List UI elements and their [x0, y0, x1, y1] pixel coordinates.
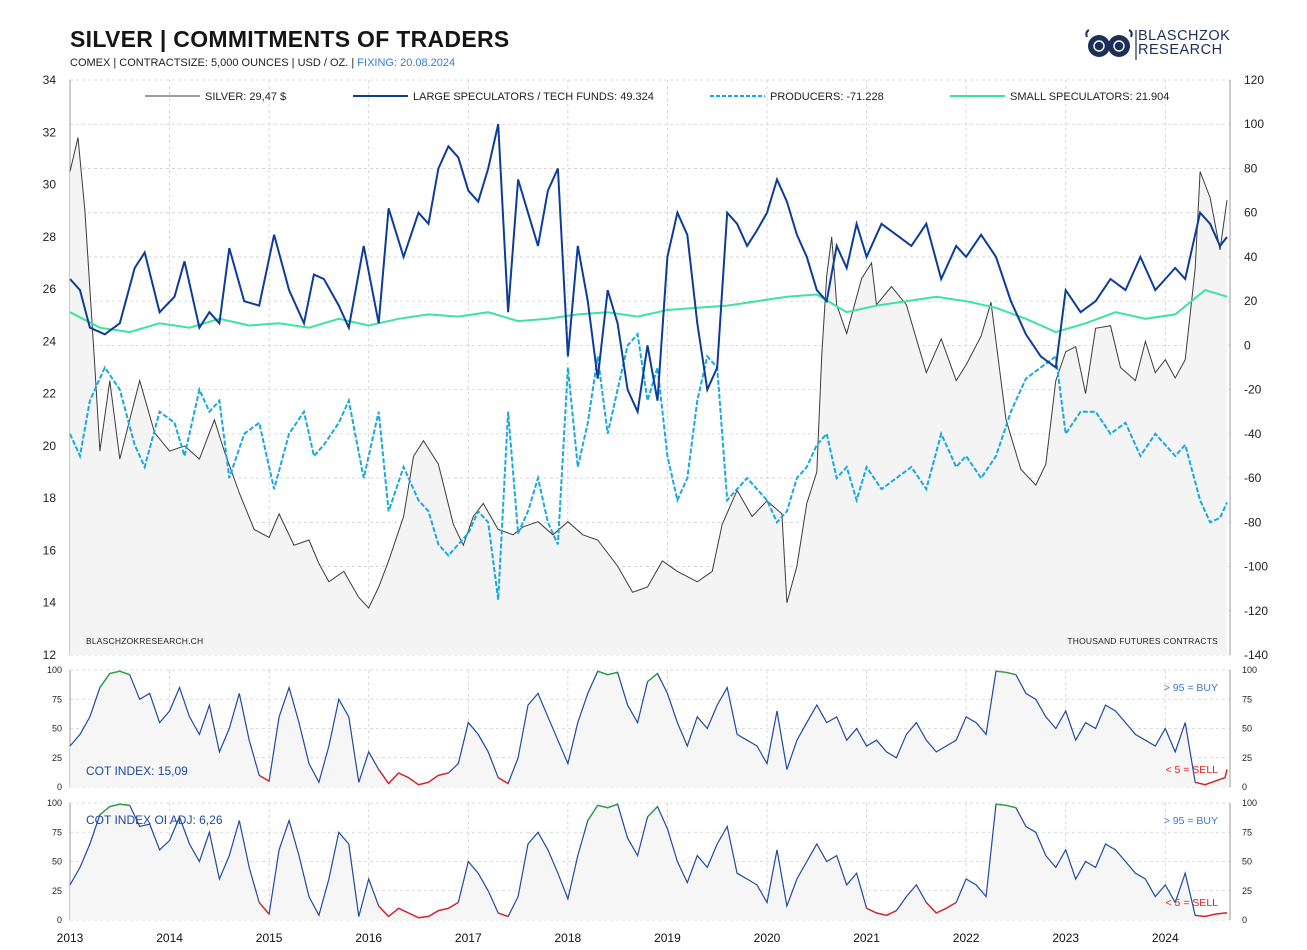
left-tick-label: 24 [43, 334, 57, 348]
sell-threshold-label-1: < 5 = SELL [1165, 764, 1218, 776]
left-tick-label: 20 [43, 439, 57, 453]
cot-index-left-tick: 50 [52, 724, 62, 734]
x-tick-label: 2024 [1152, 931, 1179, 945]
right-tick-label: -20 [1244, 383, 1262, 397]
right-tick-label: -40 [1244, 427, 1262, 441]
x-tick-label: 2014 [156, 931, 183, 945]
cot-index-panel: 100 100 75 75 50 50 25 25 0 0 [47, 665, 1257, 792]
cot-index-left-tick: 75 [52, 694, 62, 704]
left-tick-label: 16 [43, 543, 57, 557]
cot-index-oi-adj-right-tick: 100 [1242, 798, 1257, 808]
legend: SILVER: 29,47 $ LARGE SPECULATORS / TECH… [145, 91, 1169, 103]
x-tick-label: 2023 [1052, 931, 1079, 945]
right-tick-label: 20 [1244, 294, 1258, 308]
cot-index-right-tick: 50 [1242, 724, 1252, 734]
cot-index-oi-adj-left-tick: 25 [52, 886, 62, 896]
cot-index-label: COT INDEX: 15,09 [86, 764, 188, 778]
cot-index-left-tick: 100 [47, 665, 62, 675]
cot-index-oi-adj-area [70, 804, 1227, 920]
right-tick-label: -100 [1244, 560, 1268, 574]
x-tick-label: 2018 [555, 931, 582, 945]
cot-index-oi-adj-right-tick: 25 [1242, 886, 1252, 896]
cot-index-left-tick: 25 [52, 753, 62, 763]
source-note: BLASCHZOKRESEARCH.CH [86, 636, 203, 646]
left-tick-label: 26 [43, 282, 57, 296]
right-tick-label: 80 [1244, 161, 1258, 175]
cot-index-area [70, 671, 1227, 787]
buy-threshold-label-1: > 95 = BUY [1164, 682, 1218, 694]
right-tick-label: 60 [1244, 206, 1258, 220]
left-tick-label: 22 [43, 387, 57, 401]
right-tick-label: -60 [1244, 471, 1262, 485]
right-tick-label: -80 [1244, 515, 1262, 529]
buy-threshold-label-2: > 95 = BUY [1164, 815, 1218, 827]
sell-threshold-label-2: < 5 = SELL [1165, 897, 1218, 909]
cot-index-left-tick: 0 [57, 782, 62, 792]
x-tick-label: 2022 [953, 931, 980, 945]
cot-index-oi-adj-panel: 100 100 75 75 50 50 25 25 0 0 [47, 798, 1257, 925]
cot-index-right-tick: 75 [1242, 694, 1252, 704]
left-tick-label: 28 [43, 230, 57, 244]
right-tick-label: 100 [1244, 117, 1264, 131]
x-tick-label: 2013 [57, 931, 84, 945]
x-tick-label: 2017 [455, 931, 482, 945]
units-note: THOUSAND FUTURES CONTRACTS [1067, 636, 1218, 646]
legend-small-specs: SMALL SPECULATORS: 21.904 [1010, 91, 1169, 103]
cot-index-right-tick: 100 [1242, 665, 1257, 675]
cot-index-oi-adj-right-tick: 50 [1242, 857, 1252, 867]
left-tick-label: 32 [43, 125, 57, 139]
cot-index-oi-adj-left-tick: 100 [47, 798, 62, 808]
x-tick-label: 2021 [853, 931, 880, 945]
left-tick-label: 12 [43, 648, 57, 662]
right-tick-label: 0 [1244, 338, 1251, 352]
cot-index-oi-adj-left-tick: 50 [52, 857, 62, 867]
x-tick-label: 2019 [654, 931, 681, 945]
right-tick-label: 120 [1244, 73, 1264, 87]
legend-producers: PRODUCERS: -71.228 [770, 91, 884, 103]
main-panel: 34 32 30 28 26 24 22 20 18 16 14 12 120 100 80 60 40 20 0 -… [43, 73, 1269, 662]
cot-index-oi-adj-right-tick: 0 [1242, 915, 1247, 925]
cot-index-oi-adj-left-tick: 0 [57, 915, 62, 925]
x-tick-label: 2016 [355, 931, 382, 945]
cot-index-oi-adj-left-tick: 75 [52, 827, 62, 837]
left-tick-label: 18 [43, 491, 57, 505]
cot-index-right-tick: 25 [1242, 753, 1252, 763]
right-tick-label: -140 [1244, 648, 1268, 662]
cot-index-oi-adj-right-tick: 75 [1242, 827, 1252, 837]
legend-silver: SILVER: 29,47 $ [205, 91, 286, 103]
series-large-specs-line [70, 124, 1227, 412]
right-tick-label: 40 [1244, 250, 1258, 264]
x-tick-label: 2015 [256, 931, 283, 945]
left-tick-label: 34 [43, 73, 57, 87]
left-tick-label: 14 [43, 596, 57, 610]
legend-large-specs: LARGE SPECULATORS / TECH FUNDS: 49.324 [413, 91, 654, 103]
x-tick-label: 2020 [754, 931, 781, 945]
left-tick-label: 30 [43, 178, 57, 192]
x-axis: 2013 2014 2015 2016 2017 2018 2019 2020 2021 2022… [57, 931, 1179, 945]
right-tick-label: -120 [1244, 604, 1268, 618]
cot-index-right-tick: 0 [1242, 782, 1247, 792]
cot-index-oi-adj-label: COT INDEX OI ADJ: 6,26 [86, 813, 223, 827]
